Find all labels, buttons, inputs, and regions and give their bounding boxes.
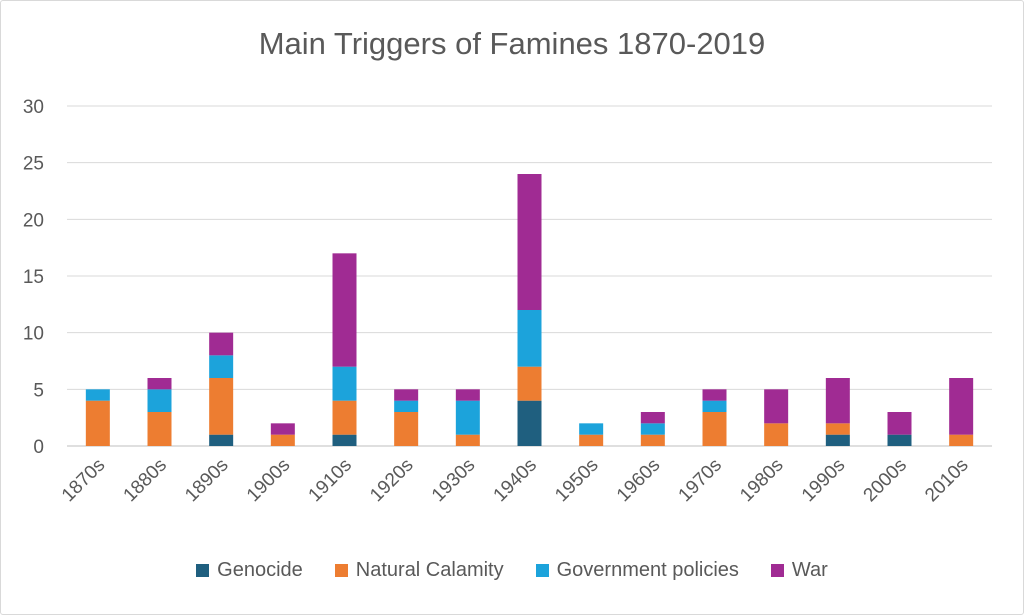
bar-natural-calamity-1870s (85, 400, 110, 446)
bar-natural-calamity-1890s (209, 378, 234, 435)
legend-swatch (196, 564, 210, 577)
bar-natural-calamity-1990s (825, 423, 850, 435)
bar-war-2010s (949, 378, 974, 435)
bar-government-policies-1930s (455, 400, 480, 435)
bar-natural-calamity-1960s (640, 434, 665, 446)
y-tick-label: 0 (33, 437, 44, 458)
y-tick-label: 20 (23, 210, 44, 231)
x-tick-label: 1970s (675, 455, 726, 506)
chart-title: Main Triggers of Famines 1870-2019 (258, 26, 766, 61)
bar-government-policies-1910s (332, 366, 357, 401)
x-tick-label: 1930s (428, 455, 479, 506)
bar-natural-calamity-1920s (394, 412, 419, 446)
chart-legend: Genocide Natural Calamity Government polic… (0, 559, 1024, 582)
bar-war-1970s (702, 389, 727, 401)
x-tick-label: 1890s (181, 455, 232, 506)
bar-government-policies-1890s (209, 355, 234, 378)
legend-swatch (770, 564, 784, 577)
x-tick-label: 1910s (305, 455, 356, 506)
bar-war-1890s (209, 332, 234, 356)
bar-natural-calamity-1900s (270, 434, 295, 446)
y-tick-label: 15 (23, 267, 44, 288)
bar-war-1910s (332, 253, 357, 367)
bar-genocide-2000s (887, 434, 912, 446)
bar-war-1930s (455, 389, 480, 401)
bar-natural-calamity-1980s (764, 423, 789, 446)
legend-item: Government policies (535, 559, 739, 582)
x-tick-label: 1920s (366, 455, 417, 506)
y-tick-label: 25 (23, 154, 44, 175)
bar-genocide-1940s (517, 400, 542, 446)
y-tick-label: 5 (33, 380, 44, 401)
x-tick-label: 1980s (736, 455, 787, 506)
legend-label: War (791, 559, 828, 581)
x-tick-label: 1900s (243, 455, 294, 506)
legend-swatch (334, 564, 348, 577)
bar-war-1990s (825, 378, 850, 424)
x-tick-label: 2010s (921, 455, 972, 506)
x-tick-label: 2000s (860, 455, 911, 506)
bar-natural-calamity-1930s (455, 434, 480, 446)
bar-genocide-1990s (825, 434, 850, 446)
bar-government-policies-1920s (394, 400, 419, 412)
bar-war-1880s (147, 378, 172, 390)
bar-natural-calamity-2010s (949, 434, 974, 446)
legend-label: Natural Calamity (355, 559, 504, 581)
bar-war-2000s (887, 412, 912, 435)
bar-government-policies-1970s (702, 400, 727, 412)
bar-natural-calamity-1910s (332, 400, 357, 435)
legend-swatch (535, 564, 549, 577)
bar-government-policies-1870s (85, 389, 110, 401)
bar-government-policies-1940s (517, 310, 542, 367)
bar-natural-calamity-1880s (147, 412, 172, 446)
bar-war-1980s (764, 389, 789, 424)
legend-label: Genocide (217, 559, 303, 581)
bar-war-1940s (517, 174, 542, 310)
bar-war-1900s (270, 423, 295, 435)
x-tick-label: 1940s (490, 455, 541, 506)
bar-war-1960s (640, 412, 665, 424)
bar-government-policies-1880s (147, 389, 172, 412)
legend-item: Natural Calamity (334, 559, 504, 582)
bar-war-1920s (394, 389, 419, 401)
y-tick-label: 30 (23, 97, 44, 118)
bar-government-policies-1950s (579, 423, 604, 435)
bar-natural-calamity-1940s (517, 366, 542, 401)
x-tick-label: 1880s (120, 455, 171, 506)
x-tick-label: 1960s (613, 455, 664, 506)
y-tick-label: 10 (23, 324, 44, 345)
bar-government-policies-1960s (640, 423, 665, 435)
x-tick-label: 1950s (551, 455, 602, 506)
x-tick-label: 1870s (58, 455, 109, 506)
bar-genocide-1910s (332, 434, 357, 446)
legend-item: Genocide (196, 559, 303, 582)
bar-genocide-1890s (209, 434, 234, 446)
bar-natural-calamity-1950s (579, 434, 604, 446)
x-tick-label: 1990s (798, 455, 849, 506)
legend-item: War (770, 559, 828, 582)
bar-natural-calamity-1970s (702, 412, 727, 446)
legend-label: Government policies (556, 559, 739, 581)
